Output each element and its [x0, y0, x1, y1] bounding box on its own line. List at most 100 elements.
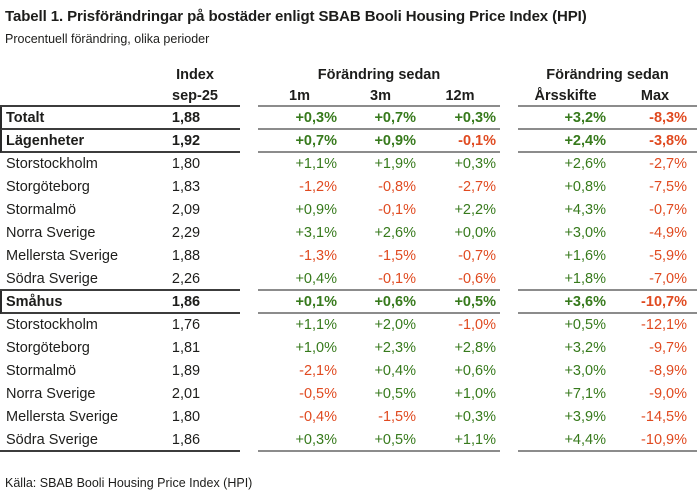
column-gap — [500, 429, 518, 452]
header-spacer — [0, 65, 150, 86]
table-subtitle: Procentuell förändring, olika perioder — [5, 32, 210, 46]
column-gap — [500, 291, 518, 314]
row-label: Storgöteborg — [6, 340, 90, 356]
change-max-cell: -5,9% — [649, 248, 687, 264]
column-gap — [240, 360, 258, 383]
column-gap — [240, 222, 258, 245]
change-max-cell: -7,5% — [649, 179, 687, 195]
column-gap — [500, 222, 518, 245]
row-label: Lägenheter — [0, 130, 150, 153]
change-1m-cell: -1,2% — [299, 179, 337, 195]
table-row: Storstockholm 1,76 +1,1% +2,0% -1,0% +0,5% -12… — [0, 314, 697, 337]
col-group-change-since-yearstart: Förändring sedan — [546, 67, 669, 83]
column-gap — [500, 153, 518, 176]
change-1m-cell: -0,4% — [299, 409, 337, 425]
change-3m-cell: +2,6% — [374, 225, 416, 241]
change-12m-cell: +0,3% — [454, 409, 496, 425]
change-yearstart-cell: +3,2% — [564, 340, 606, 356]
change-1m-cell: +0,7% — [258, 130, 341, 153]
index-value-cell: 1,81 — [171, 340, 201, 356]
col-header-max: Max — [613, 86, 697, 107]
table-body: Totalt 1,88 +0,3% +0,7% +0,3% +3,2% -8,3% Lägen… — [0, 107, 697, 452]
change-max-cell: -3,8% — [613, 130, 697, 153]
column-gap — [240, 291, 258, 314]
column-gap — [240, 383, 258, 406]
change-1m-cell: +0,3% — [258, 429, 341, 452]
index-value-cell: 1,80 — [171, 156, 201, 172]
table-title: Tabell 1. Prisförändringar på bostäder e… — [5, 8, 587, 25]
change-12m-cell: +1,1% — [420, 429, 500, 452]
row-label: Södra Sverige — [0, 268, 150, 291]
header-spacer — [0, 86, 150, 107]
index-value-cell: 2,26 — [150, 268, 240, 291]
change-max-cell: -7,0% — [613, 268, 697, 291]
change-1m-cell: -1,3% — [299, 248, 337, 264]
change-3m-cell: -1,5% — [378, 248, 416, 264]
change-max-cell: -12,1% — [641, 317, 687, 333]
column-gap — [500, 383, 518, 406]
column-gap — [500, 314, 518, 337]
change-3m-cell: +2,3% — [374, 340, 416, 356]
change-3m-cell: +0,6% — [341, 291, 420, 314]
column-gap — [240, 65, 258, 86]
row-label: Mellersta Sverige — [6, 409, 119, 425]
table-row: Storgöteborg 1,83 -1,2% -0,8% -2,7% +0,8% -7,5… — [0, 176, 697, 199]
row-label: Norra Sverige — [6, 225, 96, 241]
change-max-cell: -9,7% — [649, 340, 687, 356]
report-page: Tabell 1. Prisförändringar på bostäder e… — [0, 8, 697, 490]
row-label: Storgöteborg — [6, 179, 90, 195]
change-yearstart-cell: +1,8% — [518, 268, 613, 291]
change-3m-cell: +0,4% — [374, 363, 416, 379]
change-3m-cell: +0,5% — [374, 386, 416, 402]
table-row: Storgöteborg 1,81 +1,0% +2,3% +2,8% +3,2% -9,7… — [0, 337, 697, 360]
table-row: Norra Sverige 2,01 -0,5% +0,5% +1,0% +7,1% -9,… — [0, 383, 697, 406]
index-value-cell: 1,92 — [150, 130, 240, 153]
change-yearstart-cell: +0,5% — [564, 317, 606, 333]
column-gap — [240, 268, 258, 291]
col-header-1m: 1m — [258, 86, 341, 107]
column-gap — [500, 406, 518, 429]
change-12m-cell: +2,8% — [454, 340, 496, 356]
change-3m-cell: -0,8% — [378, 179, 416, 195]
column-gap — [240, 429, 258, 452]
column-gap — [240, 314, 258, 337]
index-value-cell: 1,83 — [171, 179, 201, 195]
change-12m-cell: +0,5% — [420, 291, 500, 314]
column-gap — [500, 268, 518, 291]
change-3m-cell: +0,5% — [341, 429, 420, 452]
change-12m-cell: +0,3% — [454, 156, 496, 172]
change-yearstart-cell: +3,0% — [564, 225, 606, 241]
change-12m-cell: -0,1% — [420, 130, 500, 153]
table-row: Södra Sverige 2,26 +0,4% -0,1% -0,6% +1,8% -7,… — [0, 268, 697, 291]
change-12m-cell: +0,3% — [420, 107, 500, 130]
table-row: Storstockholm 1,80 +1,1% +1,9% +0,3% +2,6% -2,… — [0, 153, 697, 176]
change-max-cell: -8,3% — [613, 107, 697, 130]
column-gap — [500, 107, 518, 130]
change-yearstart-cell: +1,6% — [564, 248, 606, 264]
index-value-cell: 1,86 — [150, 291, 240, 314]
change-max-cell: -8,9% — [649, 363, 687, 379]
change-yearstart-cell: +3,9% — [564, 409, 606, 425]
row-label: Stormalmö — [6, 363, 77, 379]
row-label: Storstockholm — [6, 317, 98, 333]
source-note: Källa: SBAB Booli Housing Price Index (H… — [5, 476, 253, 490]
row-label: Stormalmö — [6, 202, 77, 218]
column-gap — [500, 130, 518, 153]
change-yearstart-cell: +0,8% — [564, 179, 606, 195]
change-max-cell: -9,0% — [649, 386, 687, 402]
change-12m-cell: +1,0% — [454, 386, 496, 402]
index-value-cell: 1,89 — [171, 363, 201, 379]
change-1m-cell: +1,1% — [295, 156, 337, 172]
row-label: Norra Sverige — [6, 386, 96, 402]
change-3m-cell: +0,9% — [341, 130, 420, 153]
change-yearstart-cell: +3,0% — [564, 363, 606, 379]
change-max-cell: -14,5% — [641, 409, 687, 425]
table-header-columns: sep-25 1m 3m 12m Årsskifte Max — [0, 86, 697, 107]
change-max-cell: -4,9% — [649, 225, 687, 241]
table-header-groups: Index Förändring sedan Förändring sedan — [0, 65, 697, 86]
col-group-change-since-periods: Förändring sedan — [317, 67, 441, 83]
index-value-cell: 1,86 — [150, 429, 240, 452]
index-value-cell: 2,01 — [171, 386, 201, 402]
table-row: Norra Sverige 2,29 +3,1% +2,6% +0,0% +3,0% -4,… — [0, 222, 697, 245]
change-yearstart-cell: +2,4% — [518, 130, 613, 153]
